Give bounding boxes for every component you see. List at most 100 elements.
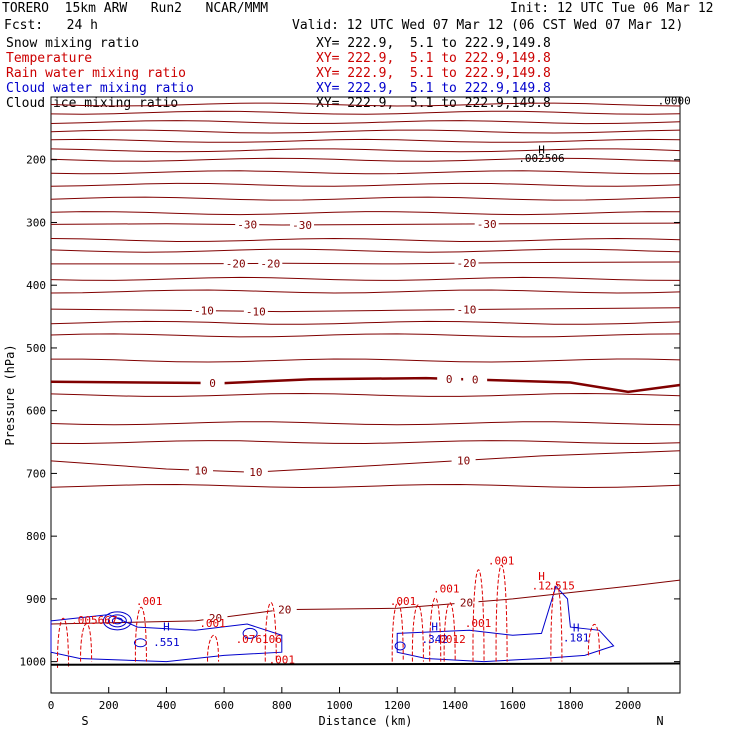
isotherm-line bbox=[50, 483, 681, 489]
contour-annotation: H bbox=[431, 620, 438, 633]
isotherm-line bbox=[50, 333, 681, 338]
isotherm-label-bg bbox=[189, 464, 214, 477]
isotherm-label: -20 bbox=[260, 257, 280, 270]
rain-water-contour bbox=[264, 602, 277, 662]
contour-annotation: .005667 bbox=[71, 614, 117, 627]
rain-water-contour bbox=[495, 564, 508, 662]
cloud-water-contour bbox=[50, 614, 283, 663]
x-tick-label: 1600 bbox=[499, 699, 526, 712]
isotherm-label: 10 bbox=[457, 454, 470, 467]
init-time: Init: 12 UTC Tue 06 Mar 12 bbox=[510, 1, 714, 16]
model-title: TORERO 15km ARW Run2 NCAR/MMM bbox=[2, 1, 269, 16]
contour-annotation: .12 bbox=[532, 579, 552, 592]
x-tick-label: 0 bbox=[48, 699, 55, 712]
contour-annotation: .515 bbox=[548, 579, 575, 592]
isotherm-label: 0 bbox=[446, 373, 453, 386]
rain-water-contour bbox=[429, 597, 442, 662]
isotherm--20 bbox=[51, 261, 681, 265]
isotherm-label: -30 bbox=[477, 218, 497, 231]
contour-annotation: H bbox=[538, 570, 545, 583]
contour-annotation: .076106 bbox=[236, 633, 282, 646]
y-tick-label: 900 bbox=[26, 593, 46, 606]
contour-annotation: .0012 bbox=[433, 633, 466, 646]
contour-annotation: .0000 bbox=[658, 95, 691, 108]
isotherm-label-bg bbox=[437, 372, 462, 385]
legend-entry-3: Rain water mixing ratio bbox=[6, 66, 187, 81]
isotherm-label-bg bbox=[258, 257, 283, 270]
contour-annotation: .001 bbox=[488, 554, 515, 567]
isotherm-line bbox=[50, 440, 681, 445]
rain-water-contour bbox=[391, 602, 404, 662]
north-label: N bbox=[656, 714, 663, 728]
contour-annotation: .001 bbox=[465, 617, 492, 630]
legend-range-3: XY= 222.9, 5.1 to 222.9,149.8 bbox=[316, 66, 551, 81]
contour-annotation: .001 bbox=[269, 654, 296, 667]
isotherm-line bbox=[50, 248, 681, 253]
isotherm-label-bg bbox=[454, 303, 479, 316]
isotherm-label-bg bbox=[451, 454, 476, 467]
isotherm-label-bg bbox=[235, 218, 260, 231]
plot-frame bbox=[50, 96, 681, 694]
isotherm-line bbox=[50, 320, 681, 325]
isotherm--30 bbox=[50, 222, 681, 226]
isotherm-line bbox=[50, 289, 681, 294]
valid-time: Valid: 12 UTC Wed 07 Mar 12 (06 CST Wed … bbox=[292, 18, 684, 33]
contour-annotation: H bbox=[573, 622, 580, 635]
y-tick-label: 800 bbox=[26, 530, 46, 543]
isotherm-label-bg bbox=[272, 603, 297, 616]
contour-annotation: .342 bbox=[421, 633, 448, 646]
rain-water-contour bbox=[550, 583, 563, 662]
isotherm-line bbox=[50, 138, 681, 143]
legend-range-1: XY= 222.9, 5.1 to 222.9,149.8 bbox=[316, 36, 551, 51]
x-axis-label: Distance (km) bbox=[319, 714, 413, 728]
rain-water-contour bbox=[443, 602, 456, 662]
rain-water-contour bbox=[134, 606, 147, 662]
y-tick-label: 600 bbox=[26, 405, 46, 418]
isotherm-label: 0 bbox=[472, 374, 479, 387]
isotherm-line bbox=[50, 129, 681, 134]
contour-annotation: .001 bbox=[199, 617, 226, 630]
legend-entry-1: Snow mixing ratio bbox=[6, 36, 140, 51]
isotherm-label-bg bbox=[463, 373, 488, 386]
isotherm-label-bg bbox=[223, 257, 248, 270]
isotherm-line bbox=[50, 102, 681, 107]
isotherm-label-bg bbox=[474, 217, 499, 230]
y-axis-label: Pressure (hPa) bbox=[3, 344, 17, 445]
x-tick-label: 800 bbox=[272, 699, 292, 712]
isotherm-line bbox=[50, 237, 681, 243]
x-tick-label: 600 bbox=[214, 699, 234, 712]
contour-annotation: H bbox=[163, 620, 170, 633]
legend-range-2: XY= 222.9, 5.1 to 222.9,149.8 bbox=[316, 51, 551, 66]
isotherm-label: 10 bbox=[249, 466, 262, 479]
cloud-water-cell bbox=[242, 627, 258, 639]
y-tick-label: 700 bbox=[26, 467, 46, 480]
y-tick-label: 500 bbox=[26, 342, 46, 355]
cloud-water-cell bbox=[133, 638, 147, 648]
x-tick-label: 1800 bbox=[557, 699, 584, 712]
isotherm-0 bbox=[50, 376, 681, 394]
cloud-water-cell bbox=[102, 611, 132, 631]
isotherm-line bbox=[50, 211, 681, 216]
cloud-water-cell bbox=[111, 617, 123, 625]
legend-entry-4: Cloud water mixing ratio bbox=[6, 81, 194, 96]
isotherm-line bbox=[50, 276, 681, 281]
y-tick-label: 200 bbox=[26, 154, 46, 167]
contour-annotation: H bbox=[538, 143, 545, 156]
y-tick-label: 400 bbox=[26, 279, 46, 292]
isotherm-line bbox=[50, 148, 681, 153]
isotherm-label-bg bbox=[203, 612, 228, 625]
isotherm-label: -30 bbox=[292, 219, 312, 232]
rain-water-contour bbox=[472, 569, 485, 662]
isotherm-label-bg bbox=[200, 376, 225, 389]
x-tick-label: 1000 bbox=[326, 699, 353, 712]
isotherm-line bbox=[50, 170, 681, 175]
cloud-water-contour bbox=[396, 585, 615, 663]
contour-annotation: .181 bbox=[563, 632, 590, 645]
legend-entry-2: Temperature bbox=[6, 51, 93, 66]
isotherm-label: 20 bbox=[209, 612, 222, 625]
isotherm-label: -20 bbox=[226, 258, 246, 271]
isotherm-label: -10 bbox=[194, 305, 214, 318]
x-tick-label: 1200 bbox=[384, 699, 411, 712]
isotherm-label-bg bbox=[290, 218, 315, 231]
isotherm-line bbox=[50, 196, 681, 201]
